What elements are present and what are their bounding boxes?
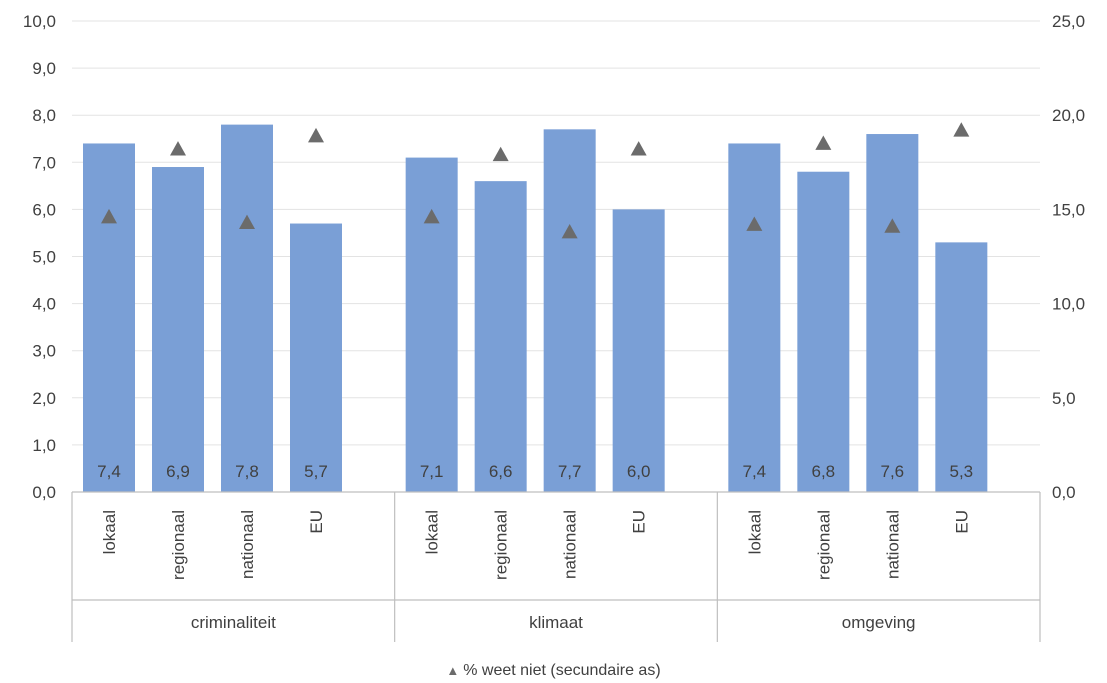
category-label: nationaal (238, 510, 257, 579)
y-tick-label-left: 5,0 (32, 248, 56, 267)
weet-niet-marker (746, 216, 763, 231)
bar-data-label: 6,0 (627, 462, 651, 481)
group-label: klimaat (529, 613, 583, 632)
bar (866, 134, 919, 493)
y-tick-label-right: 15,0 (1052, 200, 1085, 219)
weet-niet-marker (815, 135, 832, 150)
weet-niet-marker (630, 141, 647, 156)
bar-data-label: 7,6 (881, 462, 905, 481)
weet-niet-marker (561, 224, 578, 239)
bar-data-label: 5,7 (304, 462, 328, 481)
category-label: nationaal (561, 510, 580, 579)
bar (152, 167, 204, 492)
y-tick-label-left: 7,0 (32, 153, 56, 172)
y-tick-label-left: 1,0 (32, 436, 56, 455)
bar-data-label: 7,7 (558, 462, 582, 481)
category-label: lokaal (100, 510, 119, 554)
y-tick-label-right: 10,0 (1052, 295, 1085, 314)
bar-data-label: 7,4 (97, 462, 121, 481)
bar-data-label: 7,4 (743, 462, 767, 481)
category-label: EU (630, 510, 649, 534)
y-tick-label-left: 6,0 (32, 200, 56, 219)
weet-niet-marker (101, 208, 117, 224)
y-tick-label-left: 2,0 (32, 389, 56, 408)
category-label: lokaal (423, 510, 442, 554)
legend-triangle-icon: ▲ (446, 663, 460, 678)
bar (221, 124, 273, 493)
y-tick-label-right: 20,0 (1052, 106, 1085, 125)
weet-niet-marker (884, 218, 901, 233)
bar-data-label: 6,9 (166, 462, 190, 481)
legend-label: % weet niet (secundaire as) (463, 662, 661, 679)
bar-chart: 0,0 1,0 2,0 3,0 4,0 5,0 6,0 7,0 8,0 9,0 10,0 0,0 5,0… (23, 12, 1085, 642)
bar (405, 157, 458, 492)
bar (290, 223, 342, 492)
y-tick-label-right: 0,0 (1052, 483, 1076, 502)
bar-data-label: 7,8 (235, 462, 259, 481)
category-label: EU (952, 510, 971, 534)
bar-data-label: 5,3 (950, 462, 974, 481)
weet-niet-marker (308, 127, 324, 143)
y-tick-label-right: 25,0 (1052, 12, 1085, 31)
weet-niet-marker (170, 141, 186, 156)
y-tick-label-left: 4,0 (32, 295, 56, 314)
category-label: regionaal (492, 510, 511, 580)
category-label: lokaal (745, 510, 764, 554)
weet-niet-marker (492, 146, 509, 162)
bar (728, 143, 781, 492)
legend: ▲% weet niet (secundaire as) (0, 662, 1107, 680)
y-tick-label-right: 5,0 (1052, 389, 1076, 408)
bar (797, 171, 850, 492)
category-label: regionaal (814, 510, 833, 580)
y-tick-label-left: 10,0 (23, 12, 56, 31)
bar (83, 143, 135, 492)
bar (935, 242, 988, 492)
weet-niet-marker (953, 122, 970, 137)
y-tick-label-left: 9,0 (32, 59, 56, 78)
bar-data-label: 6,6 (489, 462, 513, 481)
bar-data-label: 7,1 (420, 462, 444, 481)
y-tick-label-left: 0,0 (32, 483, 56, 502)
weet-niet-marker (423, 208, 440, 224)
y-tick-label-left: 3,0 (32, 342, 56, 361)
y-tick-label-left: 8,0 (32, 106, 56, 125)
bar (543, 129, 596, 492)
group-label: omgeving (842, 613, 916, 632)
bar-data-label: 6,8 (812, 462, 836, 481)
group-label: criminaliteit (191, 613, 276, 632)
category-label: regionaal (169, 510, 188, 580)
category-label: EU (307, 510, 326, 534)
bar (612, 209, 665, 492)
category-label: nationaal (883, 510, 902, 579)
bar (474, 181, 527, 492)
weet-niet-marker (239, 214, 255, 229)
